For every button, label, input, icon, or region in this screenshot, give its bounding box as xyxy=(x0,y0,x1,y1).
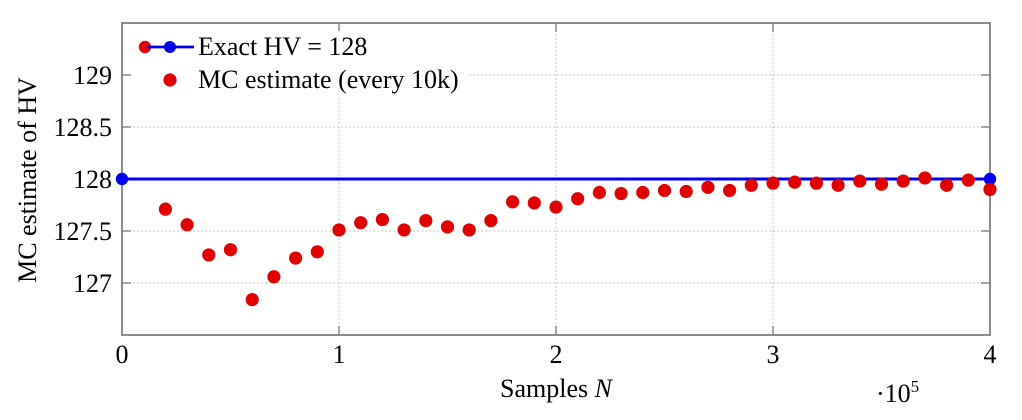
x-axis-title: Samples N xyxy=(500,374,614,403)
y-axis-tick-labels: 127 127.5 128 128.5 129 xyxy=(54,61,113,298)
exact-hv-endpoint-marker xyxy=(983,172,997,186)
mc-estimate-point xyxy=(896,174,910,188)
mc-estimate-point xyxy=(484,214,498,228)
mc-estimate-point xyxy=(874,177,889,191)
mc-estimate-point xyxy=(853,174,867,188)
mc-estimate-point xyxy=(788,175,802,189)
mc-estimate-point xyxy=(419,214,433,228)
x-axis-tick-labels: 0 1 2 3 4 xyxy=(116,340,997,369)
x-tick-label: 1 xyxy=(333,340,346,369)
legend-label-exact: Exact HV = 128 xyxy=(198,32,367,61)
y-axis-title: MC estimate of HV xyxy=(13,77,42,283)
mc-estimate-point xyxy=(462,223,476,237)
red-dot-icon xyxy=(138,40,152,54)
exact-hv-endpoint-marker xyxy=(115,172,129,186)
y-tick-label: 128.5 xyxy=(54,113,113,142)
mc-estimate-point xyxy=(766,176,780,190)
mc-estimate-point xyxy=(158,202,172,216)
mc-estimate-point xyxy=(723,183,737,198)
mc-estimate-point xyxy=(918,171,932,185)
mc-estimate-point xyxy=(701,180,715,194)
x-tick-label: 2 xyxy=(550,340,563,369)
mc-estimate-series xyxy=(158,171,997,307)
mc-estimate-point xyxy=(267,270,281,284)
mc-estimate-point xyxy=(961,173,975,187)
mc-estimate-point xyxy=(310,245,324,259)
mc-estimate-point xyxy=(354,216,368,230)
mc-estimate-point xyxy=(831,178,845,192)
mc-estimate-point xyxy=(983,182,997,196)
y-tick-label: 129 xyxy=(73,61,112,90)
legend: Exact HV = 128 MC estimate (every 10k) xyxy=(133,31,467,96)
mc-estimate-point xyxy=(505,195,520,209)
mc-estimate-point xyxy=(809,176,824,190)
mc-estimate-point xyxy=(289,251,303,265)
y-tick-label: 127.5 xyxy=(54,217,113,246)
mc-estimate-point xyxy=(440,220,455,234)
x-tick-label: 4 xyxy=(984,340,997,369)
legend-background xyxy=(133,31,467,96)
mc-estimate-point xyxy=(940,178,954,192)
mc-estimate-point xyxy=(657,183,672,198)
x-axis-title-symbol: N xyxy=(594,374,614,403)
mc-estimate-point xyxy=(332,223,346,237)
mc-estimate-point xyxy=(180,218,194,232)
x-axis-exponent: ·105 xyxy=(876,377,919,408)
legend-exact-entry: Exact HV = 128 xyxy=(138,32,367,61)
y-tick-label: 127 xyxy=(73,269,112,298)
x-axis-exponent-base: ·10 xyxy=(876,379,911,408)
mc-estimate-point xyxy=(571,192,585,206)
mc-estimate-point xyxy=(397,223,411,237)
mc-estimate-point xyxy=(375,212,389,227)
x-axis-exponent-power: 5 xyxy=(911,377,920,396)
mc-estimate-point xyxy=(223,243,238,257)
y-tick-label: 128 xyxy=(73,165,112,194)
x-axis-title-text: Samples xyxy=(500,374,595,403)
legend-mc-entry: MC estimate (every 10k) xyxy=(163,65,459,94)
mc-estimate-point xyxy=(744,178,758,192)
blue-dot-icon xyxy=(164,41,176,53)
mc-estimate-point xyxy=(527,196,541,210)
mc-estimate-point xyxy=(592,185,607,200)
mc-estimate-point xyxy=(245,293,259,307)
x-tick-label: 0 xyxy=(116,340,129,369)
mc-estimate-point xyxy=(614,186,628,201)
mc-estimate-point xyxy=(202,248,216,262)
red-dot-icon xyxy=(163,73,177,87)
legend-label-mc: MC estimate (every 10k) xyxy=(198,65,459,94)
mc-estimate-point xyxy=(549,200,563,214)
exact-hv-line-series xyxy=(115,172,997,186)
x-tick-label: 3 xyxy=(767,340,780,369)
mc-estimate-point xyxy=(679,184,693,199)
mc-estimate-point xyxy=(636,185,650,200)
